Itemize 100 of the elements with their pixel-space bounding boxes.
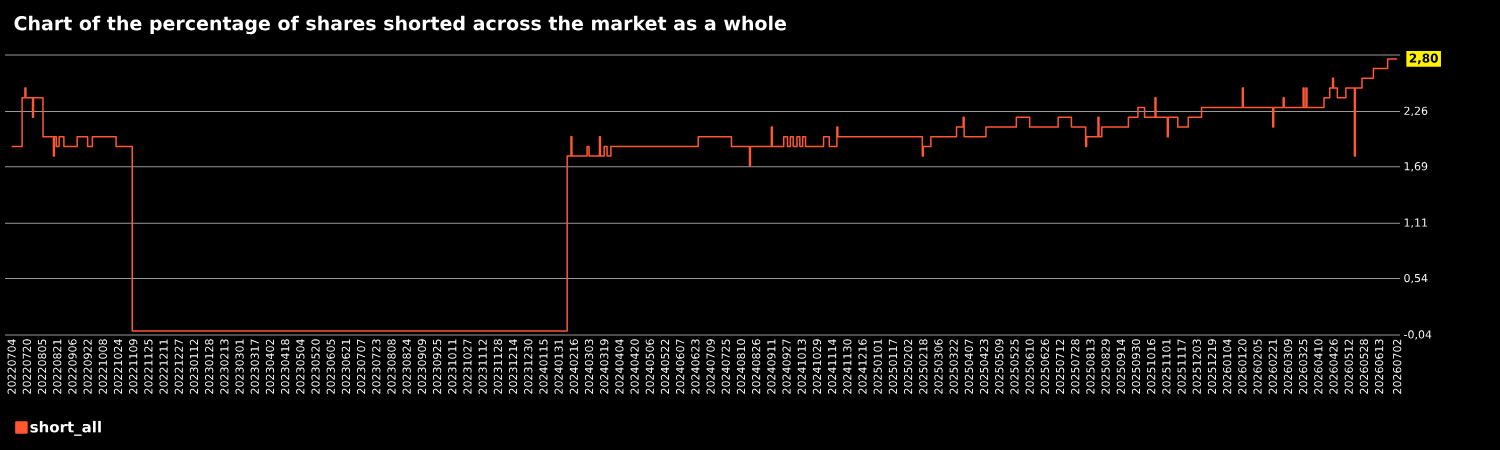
x-tick-label: 20230707 <box>356 339 366 394</box>
x-tick-label: 20241216 <box>858 339 867 394</box>
x-tick-label: 20251117 <box>1177 339 1186 394</box>
x-tick-label: 20221109 <box>129 339 138 394</box>
x-tick-label: 20220704 <box>7 339 16 394</box>
x-tick-label: 20250322 <box>949 339 958 394</box>
x-tick-label: 20231112 <box>478 339 487 394</box>
x-tick-label: 20231230 <box>524 339 533 394</box>
x-tick-label: 20260613 <box>1374 339 1384 394</box>
x-tick-label: 20241013 <box>797 339 806 394</box>
x-tick-label: 20231011 <box>448 339 457 394</box>
x-tick-label: 20250930 <box>1131 339 1141 394</box>
annotation: 2,80 <box>1409 53 1438 65</box>
x-tick-label: 20220720 <box>22 339 31 394</box>
x-tick-label: 20260309 <box>1283 339 1293 394</box>
x-tick-label: 20250509 <box>995 339 1004 394</box>
x-tick-label: 20231128 <box>493 339 503 394</box>
x-tick-label: 20230808 <box>387 339 396 394</box>
x-tick-label: 20251203 <box>1192 339 1201 394</box>
x-tick-label: 20250728 <box>1071 339 1080 394</box>
x-tick-label: 20240826 <box>752 339 761 394</box>
x-tick-label: 20250813 <box>1086 339 1095 394</box>
y-tick-label: 0,54 <box>1404 273 1428 284</box>
x-tick-label: 20250423 <box>979 339 989 394</box>
x-tick-label: 20220805 <box>37 339 47 394</box>
y-tick-label: 1,11 <box>1404 218 1427 228</box>
x-tick-label: 20250101 <box>873 339 882 394</box>
x-tick-label: 20250626 <box>1040 339 1049 394</box>
x-tick-label: 20230402 <box>265 339 275 394</box>
x-tick-label: 20250202 <box>903 339 913 394</box>
x-tick-label: 20221125 <box>144 339 153 394</box>
x-tick-label: 20240303 <box>584 339 594 394</box>
x-tick-label: 20230128 <box>205 339 214 394</box>
y-tick-label: 2,26 <box>1404 106 1428 117</box>
x-tick-label: 20221227 <box>174 339 183 394</box>
x-tick-label: 20230723 <box>372 339 381 394</box>
y-tick-label: 1,69 <box>1404 162 1428 172</box>
x-tick-label: 20240404 <box>615 339 624 394</box>
x-tick-label: 20230301 <box>235 339 244 394</box>
x-tick-label: 20230605 <box>326 339 335 394</box>
x-tick-label: 20260221 <box>1268 339 1277 394</box>
x-tick-label: 20230621 <box>341 339 351 394</box>
x-tick-label: 20240810 <box>736 339 746 394</box>
x-tick-label: 20240522 <box>660 339 670 394</box>
chart-title: Chart of the percentage of shares shorted across the market as a whole <box>14 15 786 35</box>
x-tick-label: 20260120 <box>1238 339 1247 394</box>
x-tick-label: 20260325 <box>1298 339 1308 394</box>
x-tick-label: 20240623 <box>691 339 700 394</box>
x-tick-label: 20220922 <box>83 339 92 394</box>
x-tick-label: 20240319 <box>600 339 609 394</box>
x-tick-label: 20240131 <box>554 339 563 394</box>
x-tick-label: 20230504 <box>296 339 305 394</box>
x-tick-label: 20260426 <box>1329 339 1338 394</box>
x-tick-label: 20250610 <box>1025 339 1034 394</box>
x-tick-label: 20230418 <box>280 339 290 394</box>
x-tick-label: 20251016 <box>1147 339 1156 394</box>
x-tick-label: 20220821 <box>53 339 62 394</box>
x-tick-label: 20250407 <box>964 339 974 394</box>
x-tick-label: 20221008 <box>98 339 107 394</box>
x-tick-label: 20230213 <box>220 339 229 394</box>
x-tick-label: 20250117 <box>888 339 898 394</box>
x-tick-label: 20240927 <box>782 339 791 394</box>
x-tick-label: 20240911 <box>767 339 776 394</box>
x-tick-label: 20230520 <box>311 339 320 394</box>
x-tick-label: 20220906 <box>68 339 77 394</box>
x-tick-label: 20230925 <box>432 339 442 394</box>
x-tick-label: 20221211 <box>159 339 168 394</box>
x-tick-label: 20260512 <box>1344 339 1353 394</box>
x-tick-label: 20260528 <box>1359 339 1369 394</box>
x-tick-label: 20240725 <box>721 339 730 394</box>
x-tick-label: 20240607 <box>676 339 685 394</box>
x-tick-label: 20260205 <box>1253 339 1262 394</box>
y-tick-label: -0,04 <box>1404 330 1432 340</box>
x-tick-label: 20241029 <box>812 339 822 394</box>
x-tick-label: 20240709 <box>706 339 715 394</box>
x-tick-label: 20251219 <box>1207 339 1217 394</box>
x-tick-label: 20240216 <box>569 339 578 394</box>
x-tick-label: 20251101 <box>1162 339 1171 394</box>
x-tick-label: 20250525 <box>1010 339 1019 394</box>
x-tick-label: 20250218 <box>919 339 928 394</box>
x-tick-label: 20260702 <box>1393 339 1402 394</box>
x-tick-label: 20241114 <box>827 339 837 394</box>
legend-label: short_all <box>30 420 101 436</box>
x-tick-label: 20250306 <box>934 339 943 394</box>
x-tick-label: 20240115 <box>539 339 548 394</box>
x-tick-label: 20231214 <box>508 339 518 394</box>
x-tick-label: 20260104 <box>1223 339 1232 394</box>
x-tick-label: 20230112 <box>189 339 199 394</box>
x-tick-label: 20250829 <box>1101 339 1110 394</box>
x-tick-label: 20221024 <box>113 339 123 394</box>
x-tick-label: 20250712 <box>1055 339 1065 394</box>
x-tick-label: 20230317 <box>250 339 259 394</box>
x-tick-label: 20230824 <box>402 339 411 394</box>
x-tick-label: 20240420 <box>630 339 639 394</box>
x-tick-label: 20260410 <box>1314 339 1323 394</box>
x-tick-label: 20240506 <box>645 339 654 394</box>
x-tick-label: 20231027 <box>463 339 472 394</box>
x-tick-label: 20241130 <box>843 339 852 394</box>
x-tick-label: 20250914 <box>1116 339 1125 394</box>
x-tick-label: 20230909 <box>417 339 427 394</box>
